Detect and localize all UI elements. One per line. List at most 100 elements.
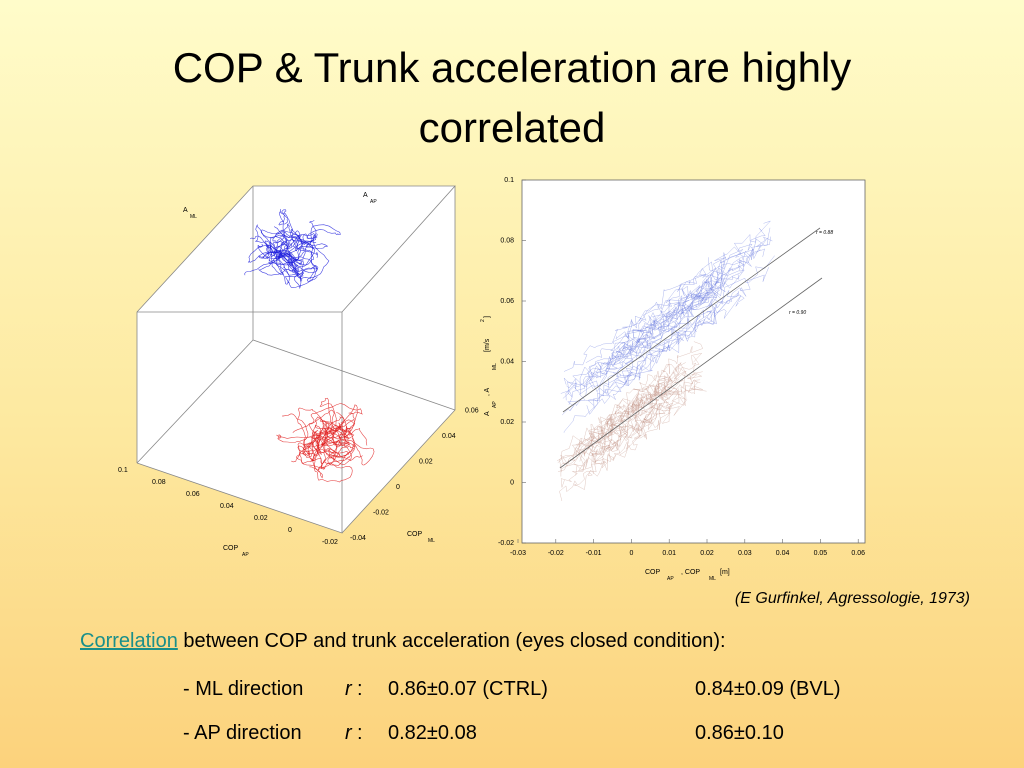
trace bbox=[593, 355, 700, 447]
trace bbox=[297, 407, 352, 465]
axis-label: A bbox=[363, 192, 368, 199]
trace bbox=[566, 274, 725, 389]
axis-label: A bbox=[484, 411, 491, 416]
cube-edges bbox=[136, 185, 456, 534]
edge bbox=[136, 185, 456, 463]
row-cell: : bbox=[357, 678, 363, 700]
row-cell: r bbox=[345, 678, 353, 700]
axis-tick-label: 0.06 bbox=[186, 491, 200, 498]
trace bbox=[563, 257, 713, 372]
trace bbox=[305, 409, 345, 458]
cube-face bbox=[342, 186, 455, 533]
axis-label: COP bbox=[407, 531, 423, 538]
axis-label: [m/s bbox=[484, 338, 491, 352]
axis-label-sub: AP bbox=[242, 552, 249, 558]
trace bbox=[588, 269, 745, 390]
x-tick-label: -0.01 bbox=[586, 550, 602, 557]
title-line: COP & Trunk acceleration are highly bbox=[173, 44, 852, 91]
y-tick-label: 0.06 bbox=[500, 298, 514, 305]
axis-label-sub: ML bbox=[709, 576, 716, 582]
trace bbox=[559, 376, 670, 468]
annotation: r = 0.88 bbox=[816, 230, 833, 236]
row-cell: - ML direction bbox=[183, 678, 303, 700]
row-cell: 0.82±0.08 bbox=[388, 722, 477, 744]
row-cell: 0.86±0.07 (CTRL) bbox=[388, 678, 548, 700]
axis-label: , A bbox=[484, 387, 491, 396]
y-tick-label: 0.02 bbox=[500, 419, 514, 426]
axis-label: COP bbox=[645, 569, 661, 576]
row-cell: : bbox=[357, 722, 363, 744]
trace bbox=[266, 223, 341, 280]
trace bbox=[612, 236, 773, 354]
trace bbox=[586, 295, 742, 415]
x-tick-label: 0.03 bbox=[738, 550, 752, 557]
trace bbox=[262, 220, 317, 279]
axis-label-sub: AP bbox=[492, 401, 498, 408]
citation: (E Gurfinkel, Agressologie, 1973) bbox=[735, 590, 970, 607]
paragraph-text: between COP and trunk acceleration (eyes… bbox=[178, 630, 726, 652]
axis-tick-label: -0.02 bbox=[373, 510, 389, 517]
y-tick-label: -0.02 bbox=[498, 540, 514, 547]
trace bbox=[567, 293, 717, 411]
axis-tick-label: 0 bbox=[288, 527, 292, 534]
trace bbox=[565, 281, 720, 401]
trace bbox=[562, 277, 712, 399]
link[interactable]: Correlation bbox=[80, 630, 178, 652]
axis-label-sub: ML bbox=[428, 538, 435, 544]
trace bbox=[592, 379, 701, 463]
x-tick-label: 0.05 bbox=[814, 550, 828, 557]
fit-line bbox=[562, 227, 821, 413]
axis-tick-label: 0.02 bbox=[419, 459, 433, 466]
trace bbox=[247, 241, 318, 290]
trace bbox=[590, 372, 703, 457]
row-cell: 0.84±0.09 (BVL) bbox=[695, 678, 841, 700]
row-cell: 0.86±0.10 bbox=[695, 722, 784, 744]
title-line: correlated bbox=[419, 104, 606, 151]
trace bbox=[567, 289, 721, 405]
x-tick-label: -0.02 bbox=[548, 550, 564, 557]
trace bbox=[578, 362, 686, 448]
x-tick-label: 0.02 bbox=[700, 550, 714, 557]
trace bbox=[575, 378, 681, 467]
x-tick-label: 0.06 bbox=[851, 550, 865, 557]
trace bbox=[573, 399, 688, 490]
trace bbox=[563, 311, 717, 433]
trace bbox=[292, 403, 363, 452]
trace bbox=[268, 208, 305, 272]
fit-line bbox=[559, 277, 823, 469]
figure-3d bbox=[136, 185, 456, 534]
trace bbox=[316, 412, 375, 466]
trace bbox=[590, 274, 740, 387]
paragraph: Correlation between COP and trunk accele… bbox=[80, 630, 726, 652]
edge bbox=[136, 339, 254, 464]
trace bbox=[249, 230, 318, 276]
y-tick-label: 0.1 bbox=[504, 177, 514, 184]
axis-tick-label: 0.04 bbox=[220, 503, 234, 510]
trace bbox=[613, 220, 771, 344]
axis-tick-label: 0.02 bbox=[254, 515, 268, 522]
x-tick-label: 0 bbox=[629, 550, 633, 557]
y-tick-label: 0.08 bbox=[500, 238, 514, 245]
axis-tick-label: 0.04 bbox=[442, 433, 456, 440]
axis-label-sub: ML bbox=[190, 214, 197, 220]
y-tick-label: 0 bbox=[510, 480, 514, 487]
trace bbox=[609, 267, 769, 389]
trace bbox=[611, 237, 769, 363]
axis-label-sub: ML bbox=[492, 363, 498, 370]
y-axis-label: A AP , A ML [m/s 2 ] bbox=[480, 316, 498, 416]
axis-tick-label: 0 bbox=[396, 484, 400, 491]
axis-label: COP bbox=[223, 545, 239, 552]
trace bbox=[257, 235, 318, 288]
trace bbox=[579, 380, 684, 462]
figure-2d bbox=[556, 220, 823, 502]
axis-tick-label: -0.04 bbox=[350, 535, 366, 542]
trace bbox=[559, 409, 666, 502]
trace bbox=[613, 255, 775, 377]
trace bbox=[588, 260, 745, 382]
trace bbox=[255, 224, 319, 273]
trace bbox=[585, 268, 744, 385]
axis-label-sub: AP bbox=[667, 576, 674, 582]
result-rows: - ML direction r : 0.86±0.07 (CTRL) 0.84±0… bbox=[183, 678, 841, 744]
